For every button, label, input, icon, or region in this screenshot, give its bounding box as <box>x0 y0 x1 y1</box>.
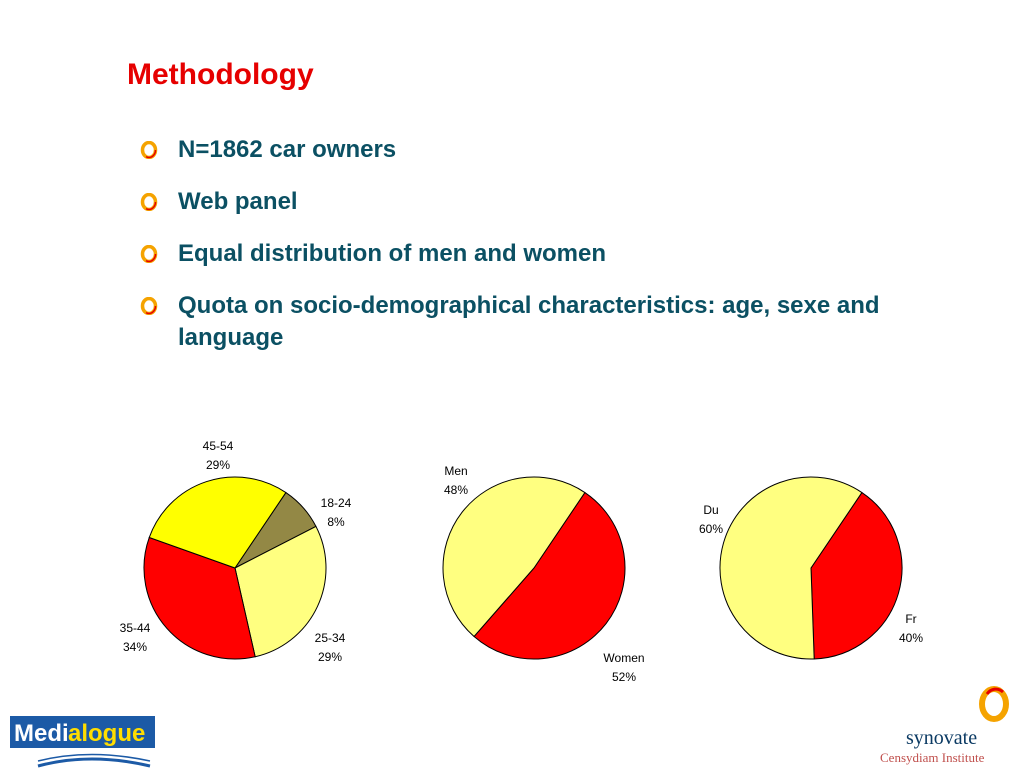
slice-value-label: 48% <box>444 483 468 497</box>
slice-value-label: 29% <box>206 458 230 472</box>
slice-label: Men <box>444 464 467 478</box>
ring-bullet-icon <box>140 193 158 211</box>
bullet-item: Equal distribution of men and women <box>140 238 970 270</box>
ring-bullet-icon <box>140 297 158 315</box>
slice-value-label: 34% <box>123 640 147 654</box>
slice-label: 45-54 <box>203 439 234 453</box>
bullet-text: Equal distribution of men and women <box>178 240 607 267</box>
pie-charts: 18-24 8% 25-34 29% 35-44 34% 45-54 29% Women 52% M… <box>120 439 924 684</box>
slice-label: 18-24 <box>321 496 352 510</box>
synovate-tagline: Censydiam Institute <box>880 750 985 765</box>
slide-title: Methodology <box>127 58 314 91</box>
pie-slice-women <box>473 491 626 660</box>
synovate-logo: synovate Censydiam Institute <box>880 686 1009 765</box>
slice-value-label: 40% <box>899 631 923 645</box>
slice-label: Women <box>603 651 644 665</box>
pie-slice-35-44 <box>143 536 256 660</box>
pie-slice-25-34 <box>234 525 327 658</box>
slice-label: Fr <box>905 612 916 626</box>
slice-value-label: 52% <box>612 670 636 684</box>
pie-slice-45-54 <box>148 476 287 569</box>
slice-label: 35-44 <box>120 621 151 635</box>
logo-text-medi: Medi <box>14 720 69 747</box>
bullet-list: N=1862 car owners Web panel Equal distri… <box>140 134 970 374</box>
medialogue-logo: Medi alogue <box>10 716 155 768</box>
ring-bullet-icon <box>140 141 158 159</box>
slice-value-label: 8% <box>327 515 345 529</box>
pie-slice-du <box>719 476 863 660</box>
slice-value-label: 60% <box>699 522 723 536</box>
slice-value-label: 29% <box>318 650 342 664</box>
synovate-name: synovate <box>906 727 977 749</box>
logo-text-alogue: alogue <box>68 720 145 747</box>
ring-bullet-icon <box>140 245 158 263</box>
bullet-text: Web panel <box>178 188 298 215</box>
pie-slice-men <box>442 476 586 638</box>
pie-slice-fr <box>810 491 903 660</box>
bullet-item: Quota on socio-demographical characteris… <box>140 290 970 354</box>
bullet-item: N=1862 car owners <box>140 134 970 166</box>
slice-label: Du <box>703 503 718 517</box>
bullet-text: N=1862 car owners <box>178 136 397 163</box>
bullet-item: Web panel <box>140 186 970 218</box>
bullet-text: Quota on socio-demographical characteris… <box>178 292 880 351</box>
slice-label: 25-34 <box>315 631 346 645</box>
